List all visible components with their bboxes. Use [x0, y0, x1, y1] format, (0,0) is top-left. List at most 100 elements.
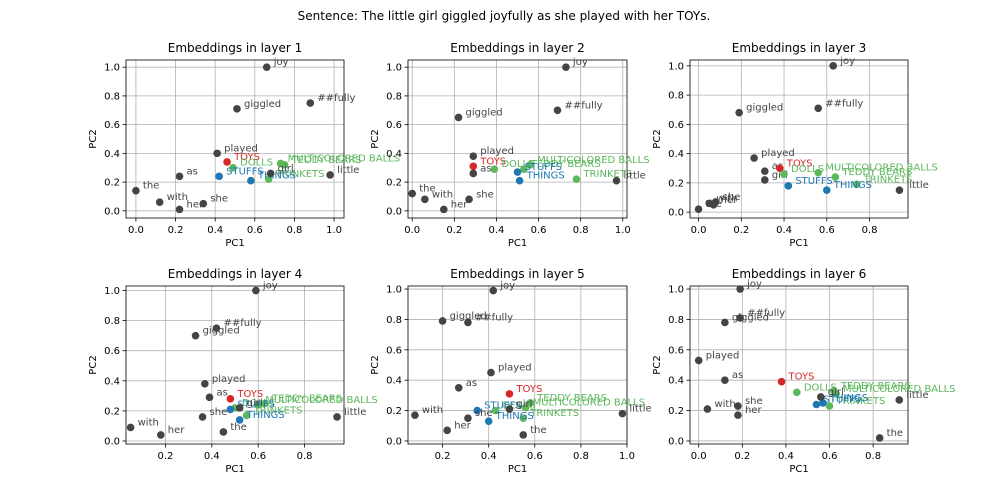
x-tick-label: 0.4 — [778, 451, 794, 462]
point-label: little — [623, 171, 645, 182]
scatter-point — [491, 406, 500, 415]
scatter-point — [819, 399, 827, 407]
point-label: MULTICOLORED BALLS — [265, 395, 377, 406]
scatter-point — [735, 108, 743, 117]
point-label: she — [723, 192, 741, 203]
point-label: TRINKETS — [253, 405, 303, 416]
point-label: as — [187, 166, 198, 177]
scatter-point — [262, 63, 271, 71]
scatter-point — [469, 169, 478, 178]
point-label: TRINKETS — [275, 169, 325, 180]
y-tick-label: 0.0 — [104, 206, 120, 217]
scatter-point — [829, 62, 837, 70]
scatter-point — [694, 205, 703, 214]
y-tick-label: 0.2 — [104, 406, 120, 417]
point-label: MULTICOLORED BALLS — [288, 153, 400, 164]
subplot-title: Embeddings in layer 5 — [450, 267, 584, 281]
x-tick-label: 0.6 — [822, 451, 838, 462]
scatter-point — [454, 383, 463, 392]
x-axis-label: PC1 — [789, 238, 808, 249]
scatter-point — [229, 163, 237, 172]
point-label: STUFFS — [484, 401, 521, 412]
y-tick-label: 0.6 — [668, 120, 684, 131]
point-label: as — [732, 370, 743, 381]
scatter-point — [519, 414, 528, 422]
scatter-point — [736, 314, 744, 322]
scatter-point — [780, 170, 788, 178]
y-tick-label: 0.2 — [386, 406, 402, 417]
y-tick-label: 0.4 — [104, 376, 120, 387]
point-label: MULTICOLORED BALLS — [843, 384, 955, 395]
scatter-point — [242, 411, 251, 420]
y-tick-label: 0.0 — [668, 436, 684, 447]
scatter-point — [703, 405, 712, 413]
y-axis-label: PC2 — [88, 355, 99, 374]
point-label: STUFFS — [823, 395, 860, 406]
y-tick-label: 0.2 — [668, 406, 684, 417]
x-tick-label: 0.8 — [297, 451, 313, 462]
scatter-point — [832, 390, 840, 398]
point-label: THINGS — [829, 393, 868, 404]
y-tick-label: 0.0 — [104, 436, 120, 447]
scatter-point — [736, 285, 744, 293]
point-label: with — [714, 399, 735, 410]
point-label: DOLLS — [240, 158, 273, 169]
subplot-title: Embeddings in layer 4 — [168, 267, 302, 281]
scatter-point — [709, 201, 718, 209]
point-label: her — [168, 425, 185, 436]
axes-frame — [125, 285, 345, 445]
scatter-point — [223, 158, 231, 166]
point-label: giggled — [466, 107, 503, 118]
subplots-grid: 0.0 0.2 0.4 0.6 0.8 1.0 0.0 0.2 0.4 0.6 0.8 1.0 Embe… — [88, 41, 956, 475]
scatter-point — [812, 400, 821, 409]
point-label: played — [706, 350, 740, 361]
x-tick-label: 0.8 — [287, 225, 303, 236]
point-label: TEDDY BEARS — [291, 155, 362, 166]
x-tick-label: 0.4 — [204, 451, 220, 462]
subplot-layer-6: 0.0 0.2 0.4 0.6 0.8 0.0 0.2 0.4 0.6 0.8 1.0 Embeddi… — [652, 267, 956, 475]
y-axis-label: PC2 — [88, 129, 99, 148]
scatter-point — [233, 105, 241, 113]
scatter-point — [175, 172, 184, 181]
scatter-point — [408, 189, 417, 198]
scatter-point — [306, 99, 315, 107]
point-label: her — [745, 405, 762, 416]
point-label: THINGS — [246, 410, 285, 421]
scatter-point — [421, 195, 429, 204]
x-tick-label: 0.8 — [865, 451, 881, 462]
y-tick-label: 0.6 — [104, 346, 120, 357]
subplot-title: Embeddings in layer 2 — [450, 41, 584, 55]
x-tick-label: 1.0 — [326, 225, 342, 236]
point-label: with — [167, 192, 188, 203]
y-tick-label: 0.0 — [668, 208, 684, 219]
scatter-point — [734, 402, 742, 410]
y-tick-label: 0.8 — [386, 315, 402, 326]
point-label: played — [498, 363, 532, 374]
x-tick-label: 0.6 — [527, 451, 543, 462]
x-tick-label: 0.4 — [481, 451, 497, 462]
scatter-point — [280, 161, 289, 169]
x-axis-label: PC1 — [508, 238, 527, 249]
point-label: ##fully — [475, 312, 513, 323]
y-tick-label: 0.8 — [668, 315, 684, 326]
axes-frame — [407, 285, 628, 445]
scatter-point — [247, 176, 255, 185]
scatter-point — [618, 409, 627, 418]
scatter-point — [473, 406, 481, 415]
subplot-layer-3: 0.0 0.2 0.4 0.6 0.8 0.0 0.2 0.4 0.6 0.8 1.0 Embeddi… — [652, 41, 938, 249]
point-label: the — [530, 425, 546, 436]
scatter-point — [484, 417, 493, 426]
subplot-layer-4: 0.2 0.4 0.6 0.8 0.0 0.2 0.4 0.6 0.8 1.0 Embeddings… — [88, 267, 378, 475]
subplot-title: Embeddings in layer 6 — [732, 267, 866, 281]
scatter-point — [199, 199, 208, 208]
y-tick-label: 0.4 — [668, 376, 684, 387]
point-label: she — [210, 194, 228, 205]
y-tick-label: 0.2 — [104, 178, 120, 189]
point-label: giggled — [203, 326, 240, 337]
point-label: TRINKETS — [863, 174, 913, 185]
y-tick-label: 0.6 — [104, 120, 120, 131]
point-label: MULTICOLORED BALLS — [825, 163, 937, 174]
figure-title: Sentence: The little girl giggled joyful… — [298, 9, 711, 23]
subplot-layer-5: 0.2 0.4 0.6 0.8 1.0 0.0 0.2 0.4 0.6 0.8 1.0 Embeddi… — [370, 267, 652, 475]
